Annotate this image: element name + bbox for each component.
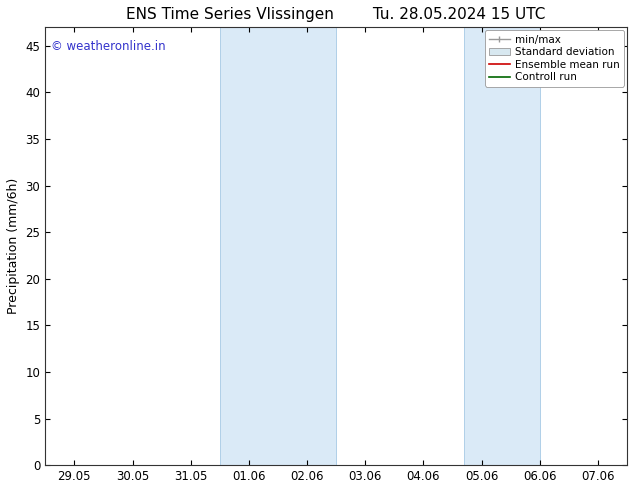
Y-axis label: Precipitation (mm/6h): Precipitation (mm/6h) [7,178,20,315]
Legend: min/max, Standard deviation, Ensemble mean run, Controll run: min/max, Standard deviation, Ensemble me… [485,30,624,87]
Title: ENS Time Series Vlissingen        Tu. 28.05.2024 15 UTC: ENS Time Series Vlissingen Tu. 28.05.202… [126,7,546,22]
Bar [464,27,540,465]
Bar [220,27,336,465]
Text: © weatheronline.in: © weatheronline.in [51,40,165,53]
